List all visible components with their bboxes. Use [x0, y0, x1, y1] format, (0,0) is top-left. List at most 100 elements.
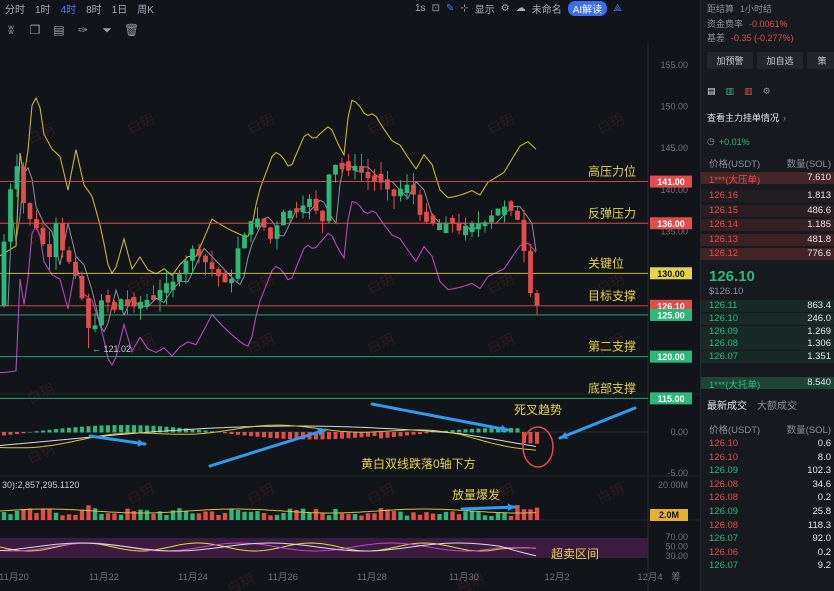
candle-body: [196, 248, 202, 256]
macd-histogram-bar: [333, 432, 338, 440]
indicator-icon[interactable]: ʬ: [8, 23, 14, 37]
interval-tab[interactable]: 1时: [35, 4, 51, 16]
candle-body: [112, 302, 117, 310]
main-orders-link[interactable]: 查看主力挂单情况 ›: [707, 112, 787, 124]
trade-row[interactable]: 126.07 9.2: [701, 560, 834, 572]
trade-row[interactable]: 126.06 0.2: [701, 547, 834, 559]
share-icon[interactable]: ⟁: [613, 2, 623, 14]
trade-row[interactable]: 126.10 0.6: [701, 438, 834, 450]
layout-asks-icon[interactable]: ▥: [744, 86, 753, 96]
candle-body: [1, 241, 7, 306]
pencil-icon[interactable]: ✎: [445, 2, 455, 14]
price-cell: 126.16: [709, 190, 739, 201]
interval-tab[interactable]: 8时: [86, 4, 102, 16]
macd-histogram-bar: [405, 432, 409, 436]
ask-row[interactable]: 126.12 776.6: [701, 248, 834, 260]
macd-histogram-bar: [184, 428, 188, 433]
save-icon[interactable]: ▤: [53, 23, 65, 37]
ask-row[interactable]: 126.14 1.185: [701, 219, 834, 231]
add-watchlist-button[interactable]: 加自选: [757, 52, 803, 69]
volume-bar: [86, 505, 91, 520]
display-button[interactable]: 显示: [474, 4, 495, 16]
candlestick-chart[interactable]: 155.00 150.00 145.00 140.00 135.00 130.00 125.…: [0, 44, 700, 591]
trade-row[interactable]: 126.10 8.0: [701, 452, 834, 464]
countdown-value: 1小时结: [740, 4, 773, 14]
ask-row[interactable]: 126.16 1.813: [701, 190, 834, 202]
layout-name-dropdown[interactable]: 未命名: [531, 4, 562, 16]
cloud-icon[interactable]: ☁: [515, 2, 526, 14]
ask-row-large[interactable]: 1***(大压单) 7.610: [701, 172, 834, 186]
candle-body: [40, 227, 46, 245]
price-cell: 126.15: [709, 204, 739, 216]
price-cell: 126.08: [709, 338, 739, 350]
volume-bar: [73, 514, 78, 520]
candle-body: [482, 222, 488, 227]
macd-histogram-bar: [431, 432, 435, 433]
annotation-arrow: [370, 402, 510, 432]
candle-body: [333, 164, 338, 175]
ask-row[interactable]: 126.13 481.8: [701, 233, 834, 246]
layout-bids-icon[interactable]: ▥: [725, 86, 735, 96]
price-cell: 126.08: [709, 519, 739, 531]
camera-icon[interactable]: ⊡: [431, 2, 440, 14]
add-alert-button[interactable]: 加预警: [707, 52, 753, 69]
tab-latest-trades[interactable]: 最新成交: [707, 401, 747, 412]
bid-row[interactable]: 126.09 1.269: [701, 325, 834, 338]
macd-histogram-bar: [249, 432, 253, 437]
bid-row[interactable]: 126.10 246.0: [701, 312, 834, 325]
crosshair-icon[interactable]: ⊹: [460, 2, 469, 14]
ai-button[interactable]: AI解读: [567, 0, 608, 16]
strategy-button[interactable]: 策: [807, 52, 834, 69]
interval-tab[interactable]: 分时: [5, 4, 25, 16]
interval-tab[interactable]: 周K: [137, 4, 154, 16]
price-tick: 145.00: [660, 143, 688, 153]
trade-row[interactable]: 126.08 0.2: [701, 492, 834, 504]
trade-row[interactable]: 126.07 92.0: [701, 533, 834, 545]
candle-body: [222, 272, 228, 283]
copy-icon[interactable]: ❐: [29, 23, 41, 37]
trade-row[interactable]: 126.08 118.3: [701, 520, 834, 532]
tab-big-trades[interactable]: 大额成交: [757, 401, 797, 412]
volume-bar: [378, 508, 384, 520]
layout-both-icon[interactable]: ▤: [707, 86, 716, 96]
volume-bar: [268, 515, 273, 520]
trade-row[interactable]: 126.08 34.6: [701, 479, 834, 491]
macd-tick: 0.00: [670, 427, 688, 437]
trades-price-header: 价格(USDT): [709, 425, 761, 436]
price-cell: 126.09: [709, 465, 739, 477]
candle-body: [313, 198, 319, 211]
time-tick: 11月30: [449, 572, 479, 583]
filter-icon[interactable]: ⏷: [102, 22, 112, 37]
gear-icon[interactable]: ⚙: [500, 2, 510, 14]
bid-row[interactable]: 126.07 1.351: [701, 351, 834, 364]
time-tick: 11月28: [357, 572, 387, 583]
candle-body: [294, 208, 299, 213]
candle-body: [502, 206, 507, 215]
bid-row[interactable]: 126.11 863.4: [701, 300, 834, 312]
volume-bar: [463, 511, 468, 520]
interval-tab-active[interactable]: 4时: [60, 4, 77, 16]
trade-row[interactable]: 126.09 25.8: [701, 506, 834, 518]
trade-row[interactable]: 126.09 102.3: [701, 465, 834, 477]
price-cell: 126.07: [709, 351, 739, 363]
bid-row[interactable]: 126.08 1.306: [701, 338, 834, 351]
layout-settings-icon[interactable]: ⚙: [762, 86, 771, 96]
macd-histogram-bar: [223, 432, 227, 434]
candle-body: [528, 251, 533, 294]
trash-icon[interactable]: 🗑: [124, 23, 140, 37]
price-cell: 126.08: [709, 478, 739, 490]
rsi-tick: 30.00: [665, 551, 688, 561]
bid-row-large[interactable]: 1***(大托单) 8.540: [701, 377, 834, 391]
candle-body: [183, 260, 189, 275]
macd-histogram-bar: [164, 426, 169, 433]
brush-icon[interactable]: ✑: [77, 23, 89, 37]
interval-tab[interactable]: 1日: [111, 4, 128, 16]
second-interval-button[interactable]: 1s: [415, 2, 426, 14]
macd-histogram-bar: [203, 430, 208, 433]
volume-ma-line: [0, 508, 537, 514]
qty-cell: 0.6: [817, 438, 831, 449]
volume-bar: [14, 510, 20, 520]
ask-row[interactable]: 126.15 486.6: [701, 204, 834, 217]
qty-cell: 8.540: [807, 377, 831, 388]
